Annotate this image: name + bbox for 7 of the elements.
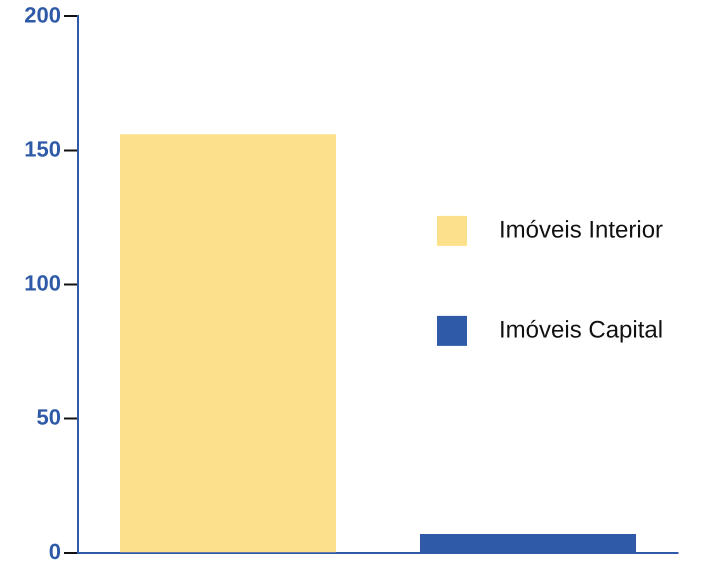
legend-label: Imóveis Capital (499, 316, 664, 344)
y-tick-label: 0 (48, 538, 61, 564)
y-tick-label: 200 (24, 2, 61, 28)
legend-label: Imóveis Interior (499, 216, 664, 244)
y-tick-label: 50 (36, 404, 61, 430)
y-tick-label: 150 (24, 136, 61, 162)
y-tick-label: 100 (24, 270, 61, 296)
